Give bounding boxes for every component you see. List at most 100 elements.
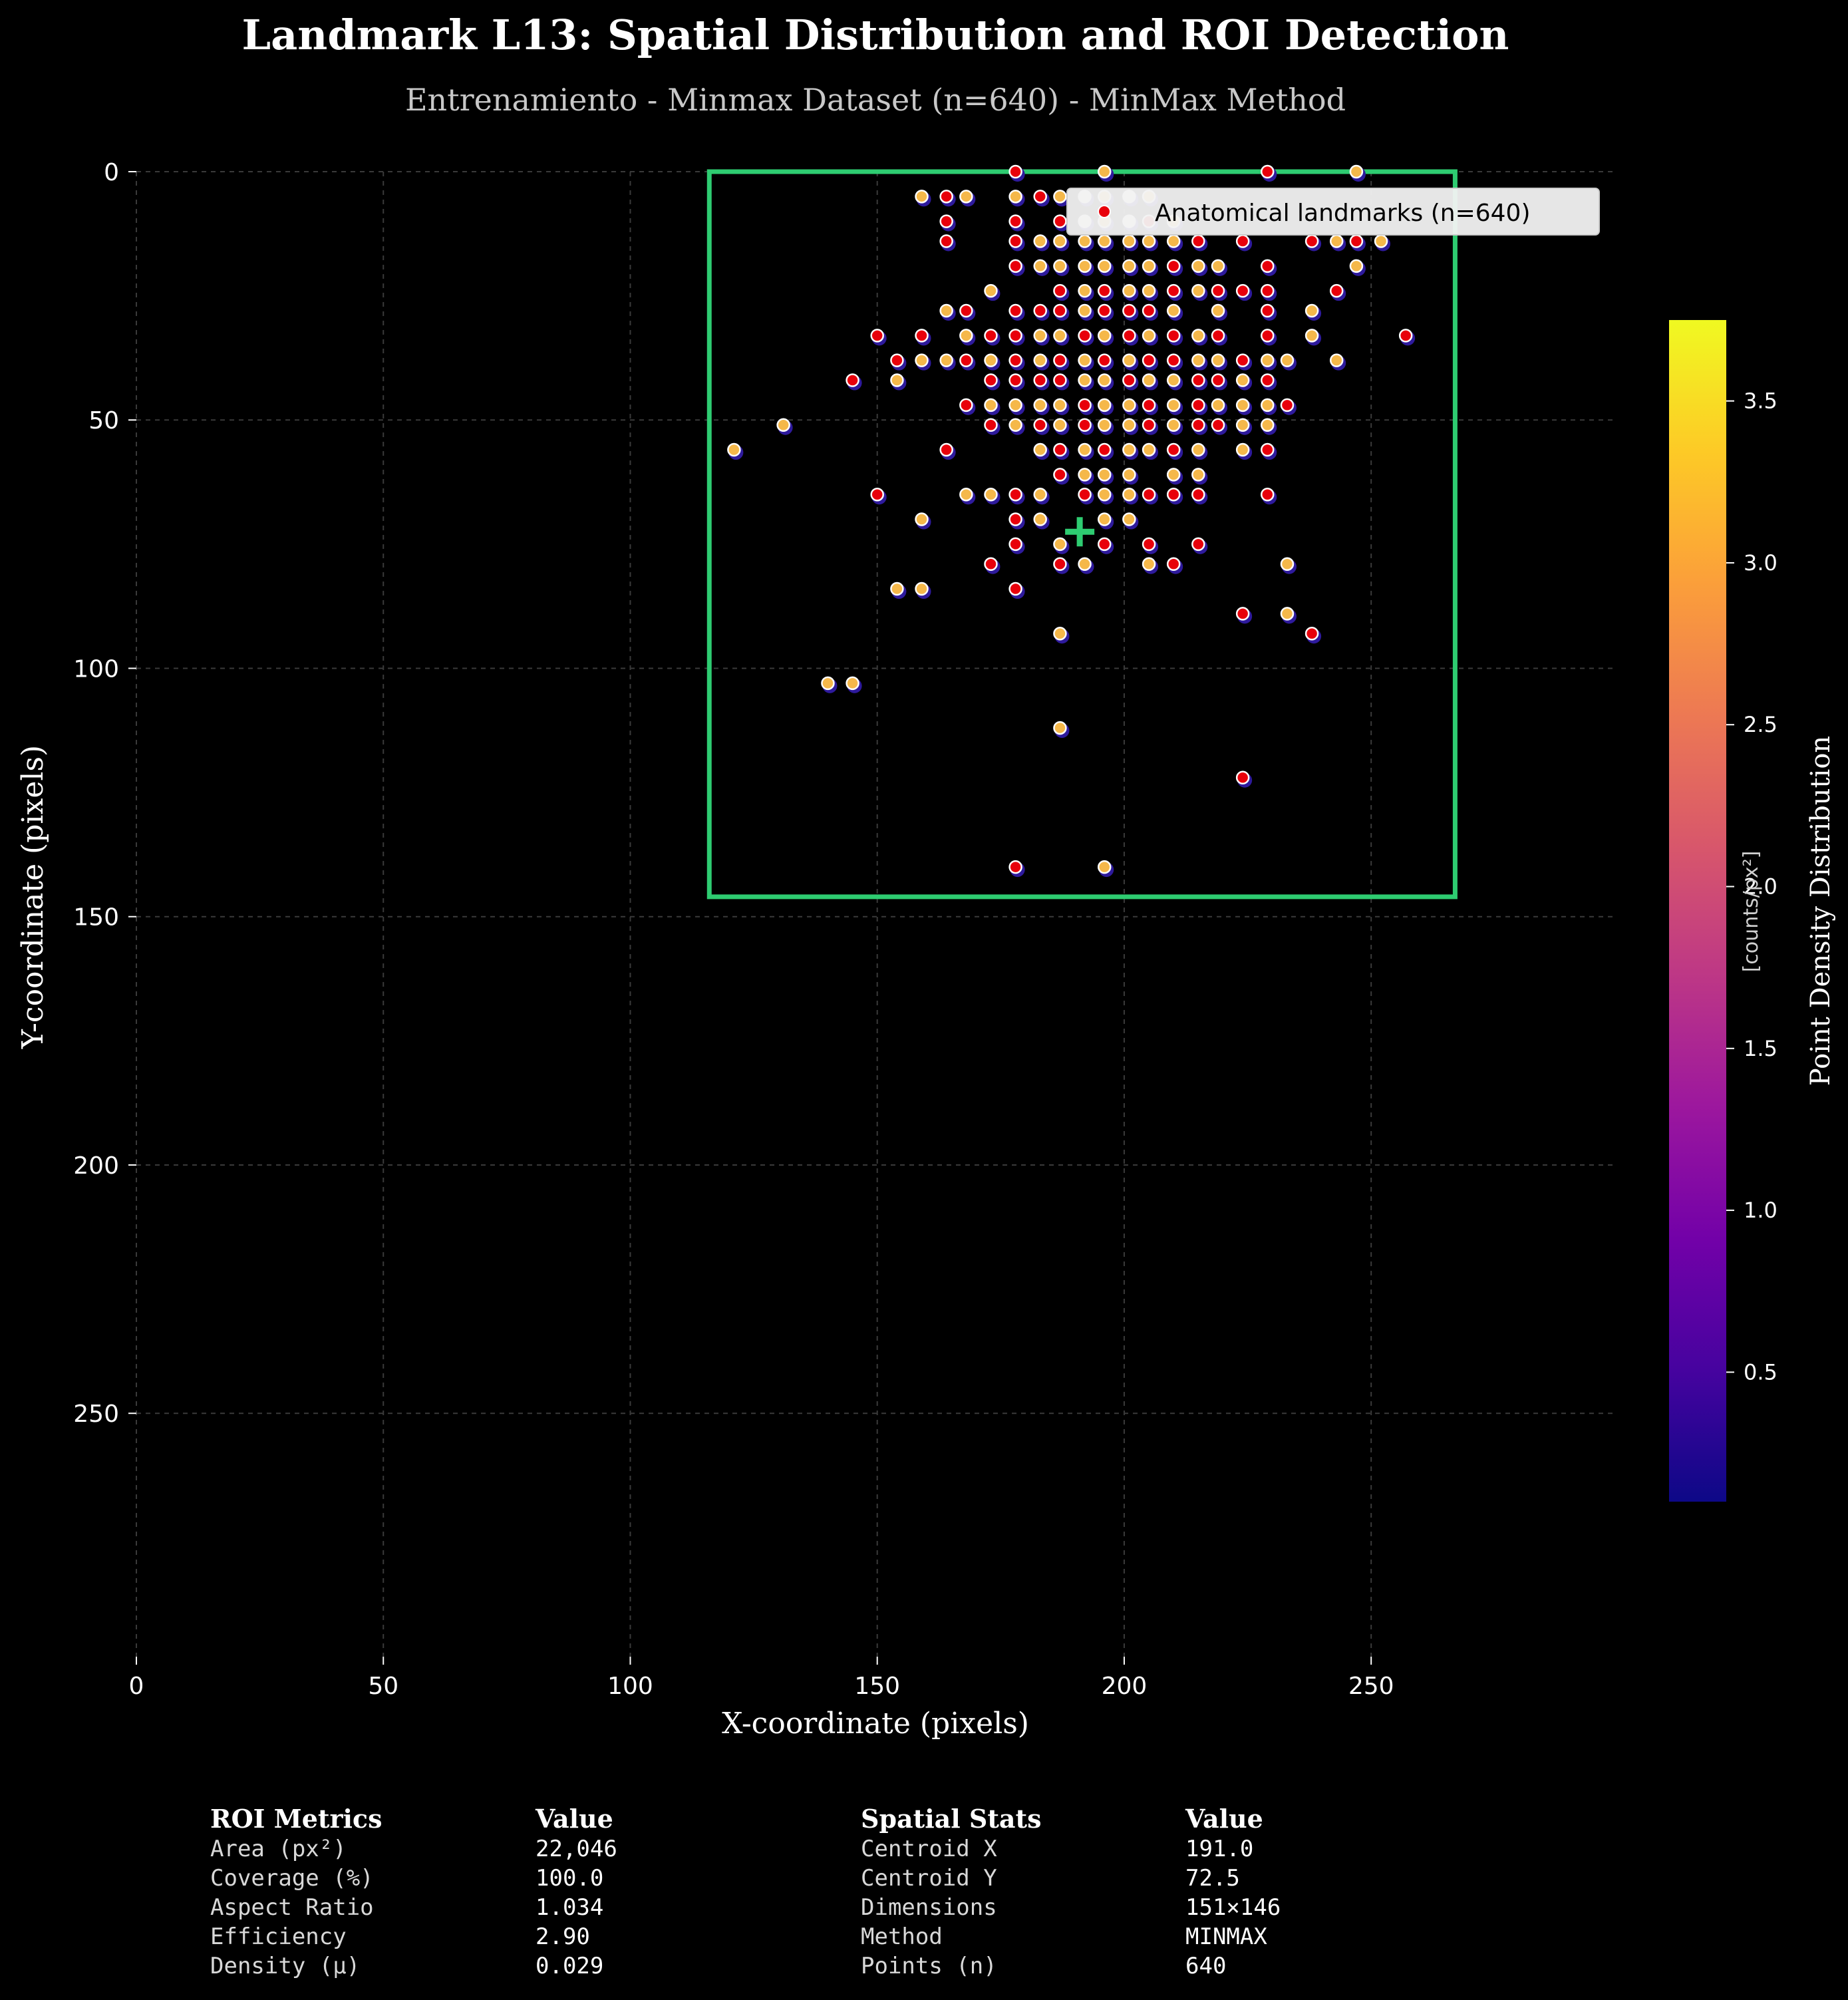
landmark-point xyxy=(1078,303,1092,318)
landmark-point xyxy=(1098,234,1112,248)
landmark-point xyxy=(1166,418,1181,432)
landmark-point xyxy=(1122,373,1136,387)
colorbar-tick-label: 2.5 xyxy=(1744,712,1777,737)
landmark-point xyxy=(1122,418,1136,432)
landmark-point xyxy=(1122,303,1136,318)
landmark-point xyxy=(1142,487,1156,502)
landmark-point xyxy=(1211,353,1225,367)
landmark-point xyxy=(1166,442,1181,457)
landmark-point xyxy=(915,512,929,526)
landmark-point xyxy=(1033,259,1047,273)
landmark-point xyxy=(1211,398,1225,413)
landmark-point xyxy=(1033,418,1047,432)
landmark-point xyxy=(984,487,998,502)
landmark-point xyxy=(1078,418,1092,432)
landmark-point xyxy=(1008,303,1022,318)
landmark-point xyxy=(1166,468,1181,482)
x-tick-label: 0 xyxy=(129,1673,144,1700)
landmark-point xyxy=(1033,373,1047,387)
landmark-point xyxy=(1305,329,1319,343)
landmark-point xyxy=(1098,487,1112,502)
colorbar-label: Point Density Distribution xyxy=(1805,736,1836,1086)
landmark-point xyxy=(1235,770,1250,784)
colorbar-gradient xyxy=(1669,320,1726,1502)
landmark-point xyxy=(1078,468,1092,482)
landmark-point xyxy=(1053,398,1067,413)
landmark-point xyxy=(1261,329,1275,343)
landmark-point xyxy=(1191,234,1205,248)
landmark-point xyxy=(1329,234,1344,248)
landmark-point xyxy=(727,442,741,457)
metric-label: Coverage (%) xyxy=(210,1865,374,1892)
landmark-point xyxy=(1191,442,1205,457)
metric-value: 22,046 xyxy=(536,1836,617,1862)
landmark-point xyxy=(1142,557,1156,571)
landmark-point xyxy=(1261,442,1275,457)
landmark-point xyxy=(1098,164,1112,179)
landmark-point xyxy=(939,190,953,204)
metrics-table: ROI Metrics Value Spatial Stats Value Ar… xyxy=(210,1804,1281,1979)
landmark-point xyxy=(959,353,973,367)
landmark-point xyxy=(1374,234,1388,248)
table-row: Area (px²) 22,046 Centroid X 191.0 xyxy=(210,1836,1253,1862)
colorbar-tick-label: 0.5 xyxy=(1744,1359,1777,1385)
colorbar: 0.5 1.0 1.5 2.0 2.5 3.0 3.5 Point Density Dist… xyxy=(1669,320,1836,1502)
landmark-point xyxy=(1329,353,1344,367)
landmark-point xyxy=(1033,442,1047,457)
stat-value: 640 xyxy=(1185,1953,1226,1979)
landmark-point xyxy=(1008,398,1022,413)
landmark-point xyxy=(939,234,953,248)
landmark-point xyxy=(1261,487,1275,502)
landmark-point xyxy=(1008,353,1022,367)
landmark-point xyxy=(984,373,998,387)
landmark-point xyxy=(939,303,953,318)
landmark-point xyxy=(1008,418,1022,432)
stat-value: MINMAX xyxy=(1185,1923,1267,1950)
y-tick-label: 200 xyxy=(73,1152,119,1180)
landmark-point xyxy=(1305,626,1319,641)
landmark-point xyxy=(1078,259,1092,273)
legend-marker xyxy=(1098,205,1111,218)
landmark-point xyxy=(959,303,973,318)
landmark-point xyxy=(1211,373,1225,387)
y-axis-label: Y-coordinate (pixels) xyxy=(16,745,50,1049)
landmark-point xyxy=(1008,512,1022,526)
landmark-point xyxy=(1053,353,1067,367)
landmark-point xyxy=(1078,283,1092,298)
landmark-point xyxy=(1261,398,1275,413)
legend-box xyxy=(1066,188,1600,236)
spatial-value-header: Value xyxy=(1185,1804,1263,1834)
landmark-point xyxy=(846,373,859,387)
landmark-point xyxy=(1053,329,1067,343)
landmark-point xyxy=(1053,418,1067,432)
landmark-point xyxy=(1008,582,1022,596)
landmark-point xyxy=(959,398,973,413)
landmark-point xyxy=(939,214,953,228)
landmark-point xyxy=(1261,373,1275,387)
landmark-point xyxy=(1191,353,1205,367)
stat-label: Centroid Y xyxy=(861,1865,997,1892)
landmark-point xyxy=(1053,259,1067,273)
landmark-point xyxy=(1078,487,1092,502)
landmark-point xyxy=(1166,303,1181,318)
landmark-point xyxy=(1122,398,1136,413)
landmark-point xyxy=(846,676,859,691)
landmark-point xyxy=(1166,557,1181,571)
landmark-point xyxy=(1033,234,1047,248)
landmark-point xyxy=(1098,353,1112,367)
landmark-point xyxy=(1033,512,1047,526)
landmark-point xyxy=(1280,398,1295,413)
landmark-point xyxy=(1008,373,1022,387)
landmark-points xyxy=(727,164,1416,878)
landmark-point xyxy=(1142,259,1156,273)
landmark-point xyxy=(1166,353,1181,367)
landmark-point xyxy=(1166,283,1181,298)
roi-rectangle xyxy=(706,169,1458,900)
landmark-point xyxy=(1235,398,1250,413)
landmark-point xyxy=(1078,329,1092,343)
landmark-point xyxy=(1053,283,1067,298)
x-tick-label: 150 xyxy=(854,1673,900,1700)
landmark-point xyxy=(1033,398,1047,413)
landmark-point xyxy=(1142,303,1156,318)
landmark-point xyxy=(1098,418,1112,432)
